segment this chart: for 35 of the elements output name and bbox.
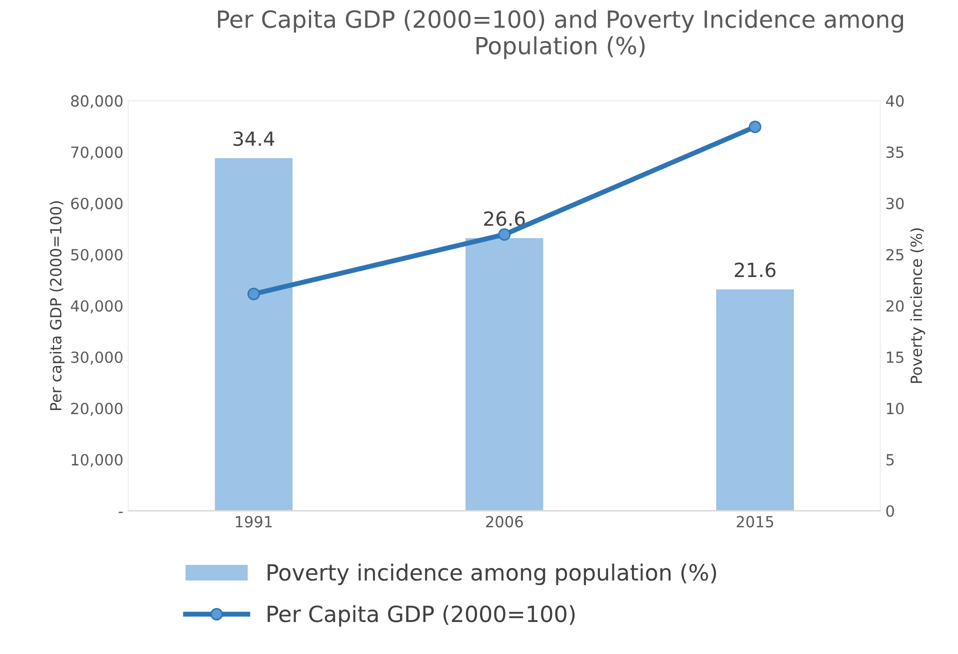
y2-tick-label: 10 (886, 402, 904, 414)
y2-tick-label: 20 (886, 300, 904, 312)
bar (466, 238, 544, 511)
y-tick-label: 20,000 (71, 402, 122, 416)
data-label: 21.6 (734, 262, 776, 278)
y2-tick-label: 35 (886, 146, 904, 158)
point (748, 120, 762, 134)
chart-title: Per Capita GDP (2000=100) and Poverty Incidence among Population (%) (218, 10, 904, 60)
y-tick-label: - (118, 512, 123, 514)
y2-tick-label: 5 (886, 454, 894, 466)
y-tick-label: 80,000 (71, 95, 122, 108)
y2-tick-label: 30 (886, 198, 904, 210)
bar (214, 158, 293, 511)
y2-axis-title: Poverty incience (%) (910, 228, 926, 383)
y-axis-title: Per capita GDP (2000=100) (50, 201, 64, 410)
data-label: 26.6 (484, 211, 525, 226)
legend-label: Per Capita GDP (2000=100) (268, 605, 575, 627)
x-tick-label: 2006 (486, 516, 523, 528)
point (247, 288, 260, 300)
y2-tick-label: 15 (886, 352, 904, 364)
y2-tick-label: 0 (886, 505, 894, 517)
y-tick-label: 10,000 (72, 454, 122, 468)
point (498, 228, 511, 241)
y-tick-label: 70,000 (71, 146, 122, 160)
bar (716, 289, 794, 511)
x-tick-label: 1991 (236, 516, 272, 528)
y-tick-label: 60,000 (71, 198, 122, 211)
data-label: 34.4 (234, 131, 274, 146)
y-tick-label: 30,000 (71, 351, 122, 365)
y-tick-label: 40,000 (70, 300, 122, 314)
y-tick-label: 50,000 (71, 248, 122, 262)
legend-label: Poverty incidence among population (%) (268, 564, 716, 586)
y2-tick-label: 25 (886, 248, 904, 261)
y2-tick-label: 40 (886, 95, 904, 107)
x-tick-label: 2015 (736, 516, 774, 528)
